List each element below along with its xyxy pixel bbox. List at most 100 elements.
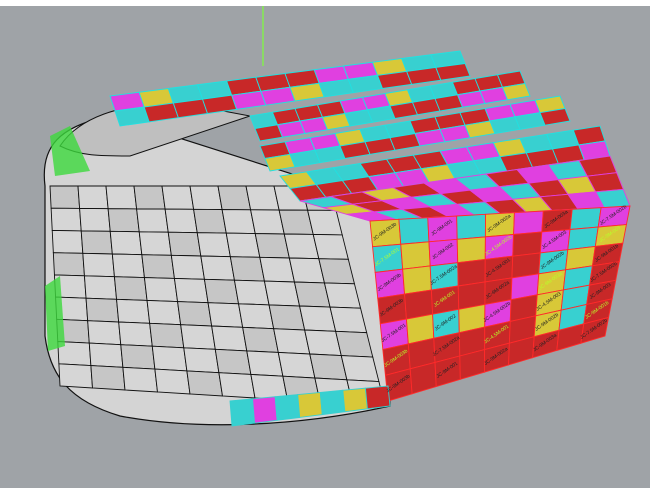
shell-panel: [52, 252, 85, 277]
shell-panel: [107, 208, 140, 233]
shell-panel: [111, 253, 145, 279]
shell-panel: [268, 304, 306, 331]
shell-panel: [83, 275, 118, 300]
shell-panel: [49, 185, 81, 209]
shell-panel: [245, 185, 280, 211]
face-panel: [456, 213, 487, 240]
shell-panel: [200, 255, 235, 281]
shell-panel: [51, 229, 84, 254]
bottom-panel: [274, 394, 301, 421]
shell-panel: [189, 185, 223, 211]
shell-panel: [133, 185, 166, 210]
face-panel: [457, 258, 486, 287]
shell-panel: [136, 208, 169, 233]
shell-panel: [229, 256, 265, 282]
shell-panel: [211, 325, 248, 352]
shell-panel: [233, 279, 270, 306]
shell-panel: [116, 298, 151, 324]
shell-panel: [340, 355, 380, 383]
finger-panel: [435, 63, 471, 81]
shell-panel: [143, 277, 179, 303]
shell-panel: [183, 347, 220, 374]
shell-panel: [173, 277, 209, 304]
shell-panel: [196, 232, 231, 258]
shell-panel: [151, 345, 188, 372]
shell-panel: [214, 348, 252, 375]
shell-panel: [149, 322, 185, 349]
shell-panel: [164, 208, 198, 234]
shell-panel: [323, 282, 362, 309]
shell-panel: [105, 185, 138, 210]
shell-panel: [87, 320, 122, 346]
shell-panel: [50, 207, 82, 232]
face-panel: [512, 231, 543, 257]
face-panel: [513, 210, 544, 235]
shell-panel: [254, 233, 290, 259]
bottom-panel: [364, 385, 391, 410]
shell-panel: [335, 330, 374, 358]
shell-panel: [77, 185, 109, 210]
shell-panel: [238, 303, 275, 330]
shell-panel: [180, 324, 216, 350]
shell-panel: [170, 254, 205, 280]
shell-panel: [307, 209, 343, 236]
colored-panels: [229, 155, 631, 427]
bottom-panel: [297, 391, 323, 418]
green-edge: [50, 126, 90, 176]
shell-panel: [177, 301, 213, 327]
shell-panel: [122, 366, 159, 393]
shell-panel: [242, 326, 279, 353]
finger-bands: [109, 50, 611, 202]
shell-panel: [85, 297, 120, 323]
finger-panel: [501, 82, 531, 101]
bottom-panel: [342, 387, 368, 413]
shell-panel: [217, 185, 252, 211]
shell-panel: [263, 280, 301, 307]
shell-panel: [329, 306, 368, 334]
face-panel: [402, 265, 432, 295]
shell-panel: [141, 254, 175, 279]
shell-panel: [120, 344, 156, 370]
shell-panel: [80, 230, 113, 255]
shell-panel: [203, 278, 240, 305]
shell-panel: [118, 321, 153, 347]
shell-panel: [225, 232, 261, 258]
shell-panel: [90, 365, 126, 391]
bottom-panel: [252, 396, 278, 424]
shell-panel: [312, 233, 349, 260]
shell-panel: [161, 185, 195, 210]
model-render[interactable]: JC-9M-003b JC-9M-001 JC-9M-002a JC-9M-003a J…: [0, 6, 650, 488]
shell-panel: [186, 370, 224, 397]
shell-panel: [218, 372, 256, 399]
green-edge: [45, 276, 65, 351]
face-panel: [400, 241, 431, 270]
bottom-panel: [229, 398, 256, 427]
shell-panel: [82, 252, 115, 278]
shell-panel: [309, 353, 348, 381]
finger-panel: [539, 107, 571, 126]
shell-panel: [207, 302, 244, 328]
face-panel: [398, 217, 430, 245]
shell-panel: [277, 351, 316, 379]
face-panel: [569, 207, 602, 230]
shell-panel: [273, 328, 311, 355]
bottom-panel: [319, 389, 346, 416]
shell-panel: [138, 231, 172, 256]
face-panel: [580, 316, 610, 344]
shell-panel: [88, 342, 124, 368]
shell-panel: [246, 350, 284, 377]
shell-panel: [146, 299, 182, 326]
shell-panel: [318, 258, 356, 285]
shell-panel: [221, 209, 256, 235]
gray-shell: [43, 100, 391, 426]
shell-panel: [154, 368, 191, 395]
shell-panel: [79, 207, 111, 232]
shell-panel: [193, 208, 227, 234]
shell-panel: [58, 363, 93, 389]
shell-panel: [113, 276, 148, 301]
shell-panel: [259, 256, 296, 283]
face-panel: [456, 236, 486, 264]
shell-panel: [109, 230, 143, 256]
shell-panel: [250, 209, 285, 235]
